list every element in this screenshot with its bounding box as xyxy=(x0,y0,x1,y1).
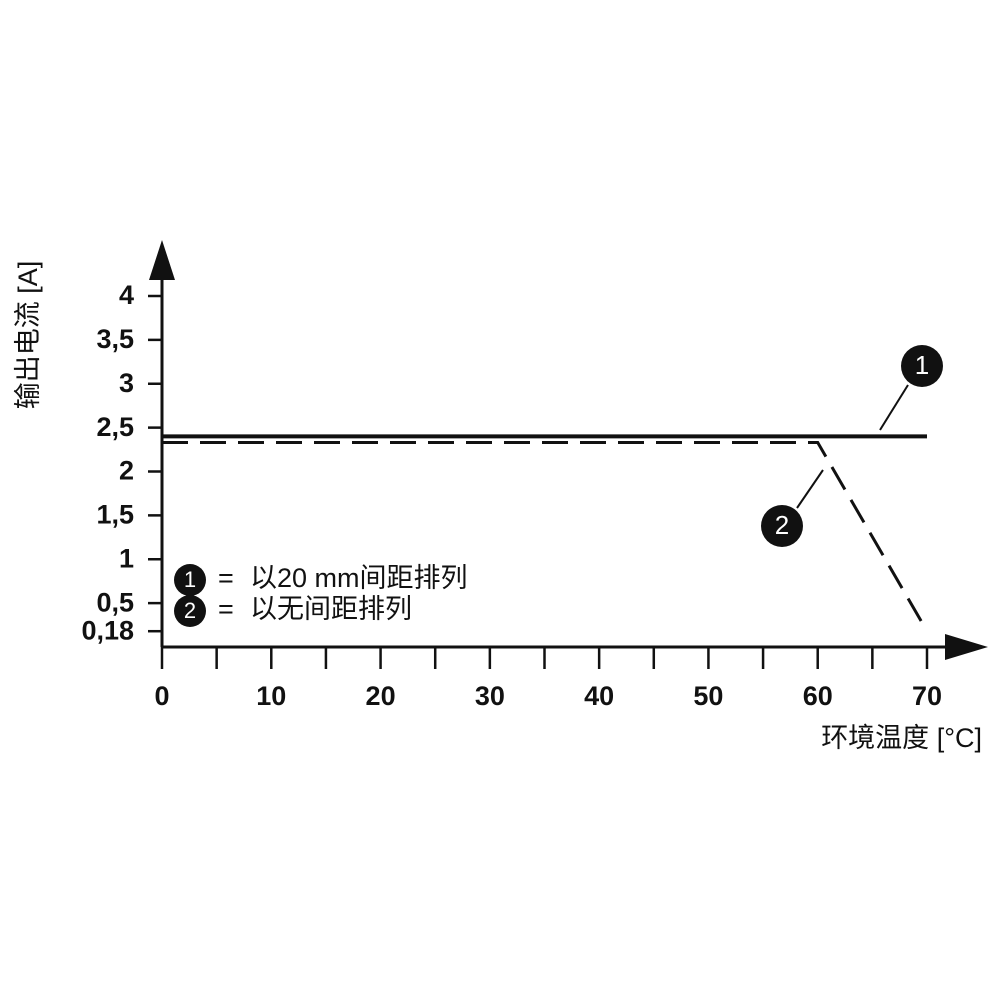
legend-marker xyxy=(174,595,206,627)
legend-marker-label: 1 xyxy=(184,567,196,592)
x-tick-label: 50 xyxy=(693,681,723,711)
y-tick-label: 1,5 xyxy=(96,500,134,530)
x-tick-label: 40 xyxy=(584,681,614,711)
legend-marker xyxy=(174,564,206,596)
y-tick-label: 3,5 xyxy=(96,324,134,354)
legend-marker-label: 2 xyxy=(184,598,196,623)
callout-label: 2 xyxy=(775,510,789,540)
x-axis-label: 环境温度 [°C] xyxy=(821,723,982,753)
x-tick-label: 20 xyxy=(366,681,396,711)
x-arrow xyxy=(945,634,988,660)
x-tick-label: 30 xyxy=(475,681,505,711)
callout-label: 1 xyxy=(915,350,929,380)
leader-2 xyxy=(796,469,824,509)
y-tick-label: 3 xyxy=(119,368,134,398)
legend-separator: = xyxy=(218,594,234,624)
x-tick-label: 10 xyxy=(256,681,286,711)
callout-marker xyxy=(901,345,943,387)
x-tick-label: 0 xyxy=(154,681,169,711)
series-line xyxy=(162,441,929,632)
y-tick-label: 1 xyxy=(119,543,134,573)
y-tick-label: 0,5 xyxy=(96,587,134,617)
legend-label: 以20 mm间距排列 xyxy=(250,563,468,593)
legend-separator: = xyxy=(218,563,234,593)
x-tick-label: 70 xyxy=(912,681,942,711)
y-tick-label: 2 xyxy=(119,456,134,486)
y-tick-label: 2,5 xyxy=(96,412,134,442)
y-tick-label: 0,18 xyxy=(81,615,134,645)
legend-label: 以无间距排列 xyxy=(250,594,412,624)
y-tick-label: 4 xyxy=(119,280,134,310)
callout-marker xyxy=(761,505,803,547)
y-arrow xyxy=(149,240,175,280)
leader-1 xyxy=(879,384,909,431)
y-axis-label: 输出电流 [A] xyxy=(13,261,43,410)
x-tick-label: 60 xyxy=(803,681,833,711)
